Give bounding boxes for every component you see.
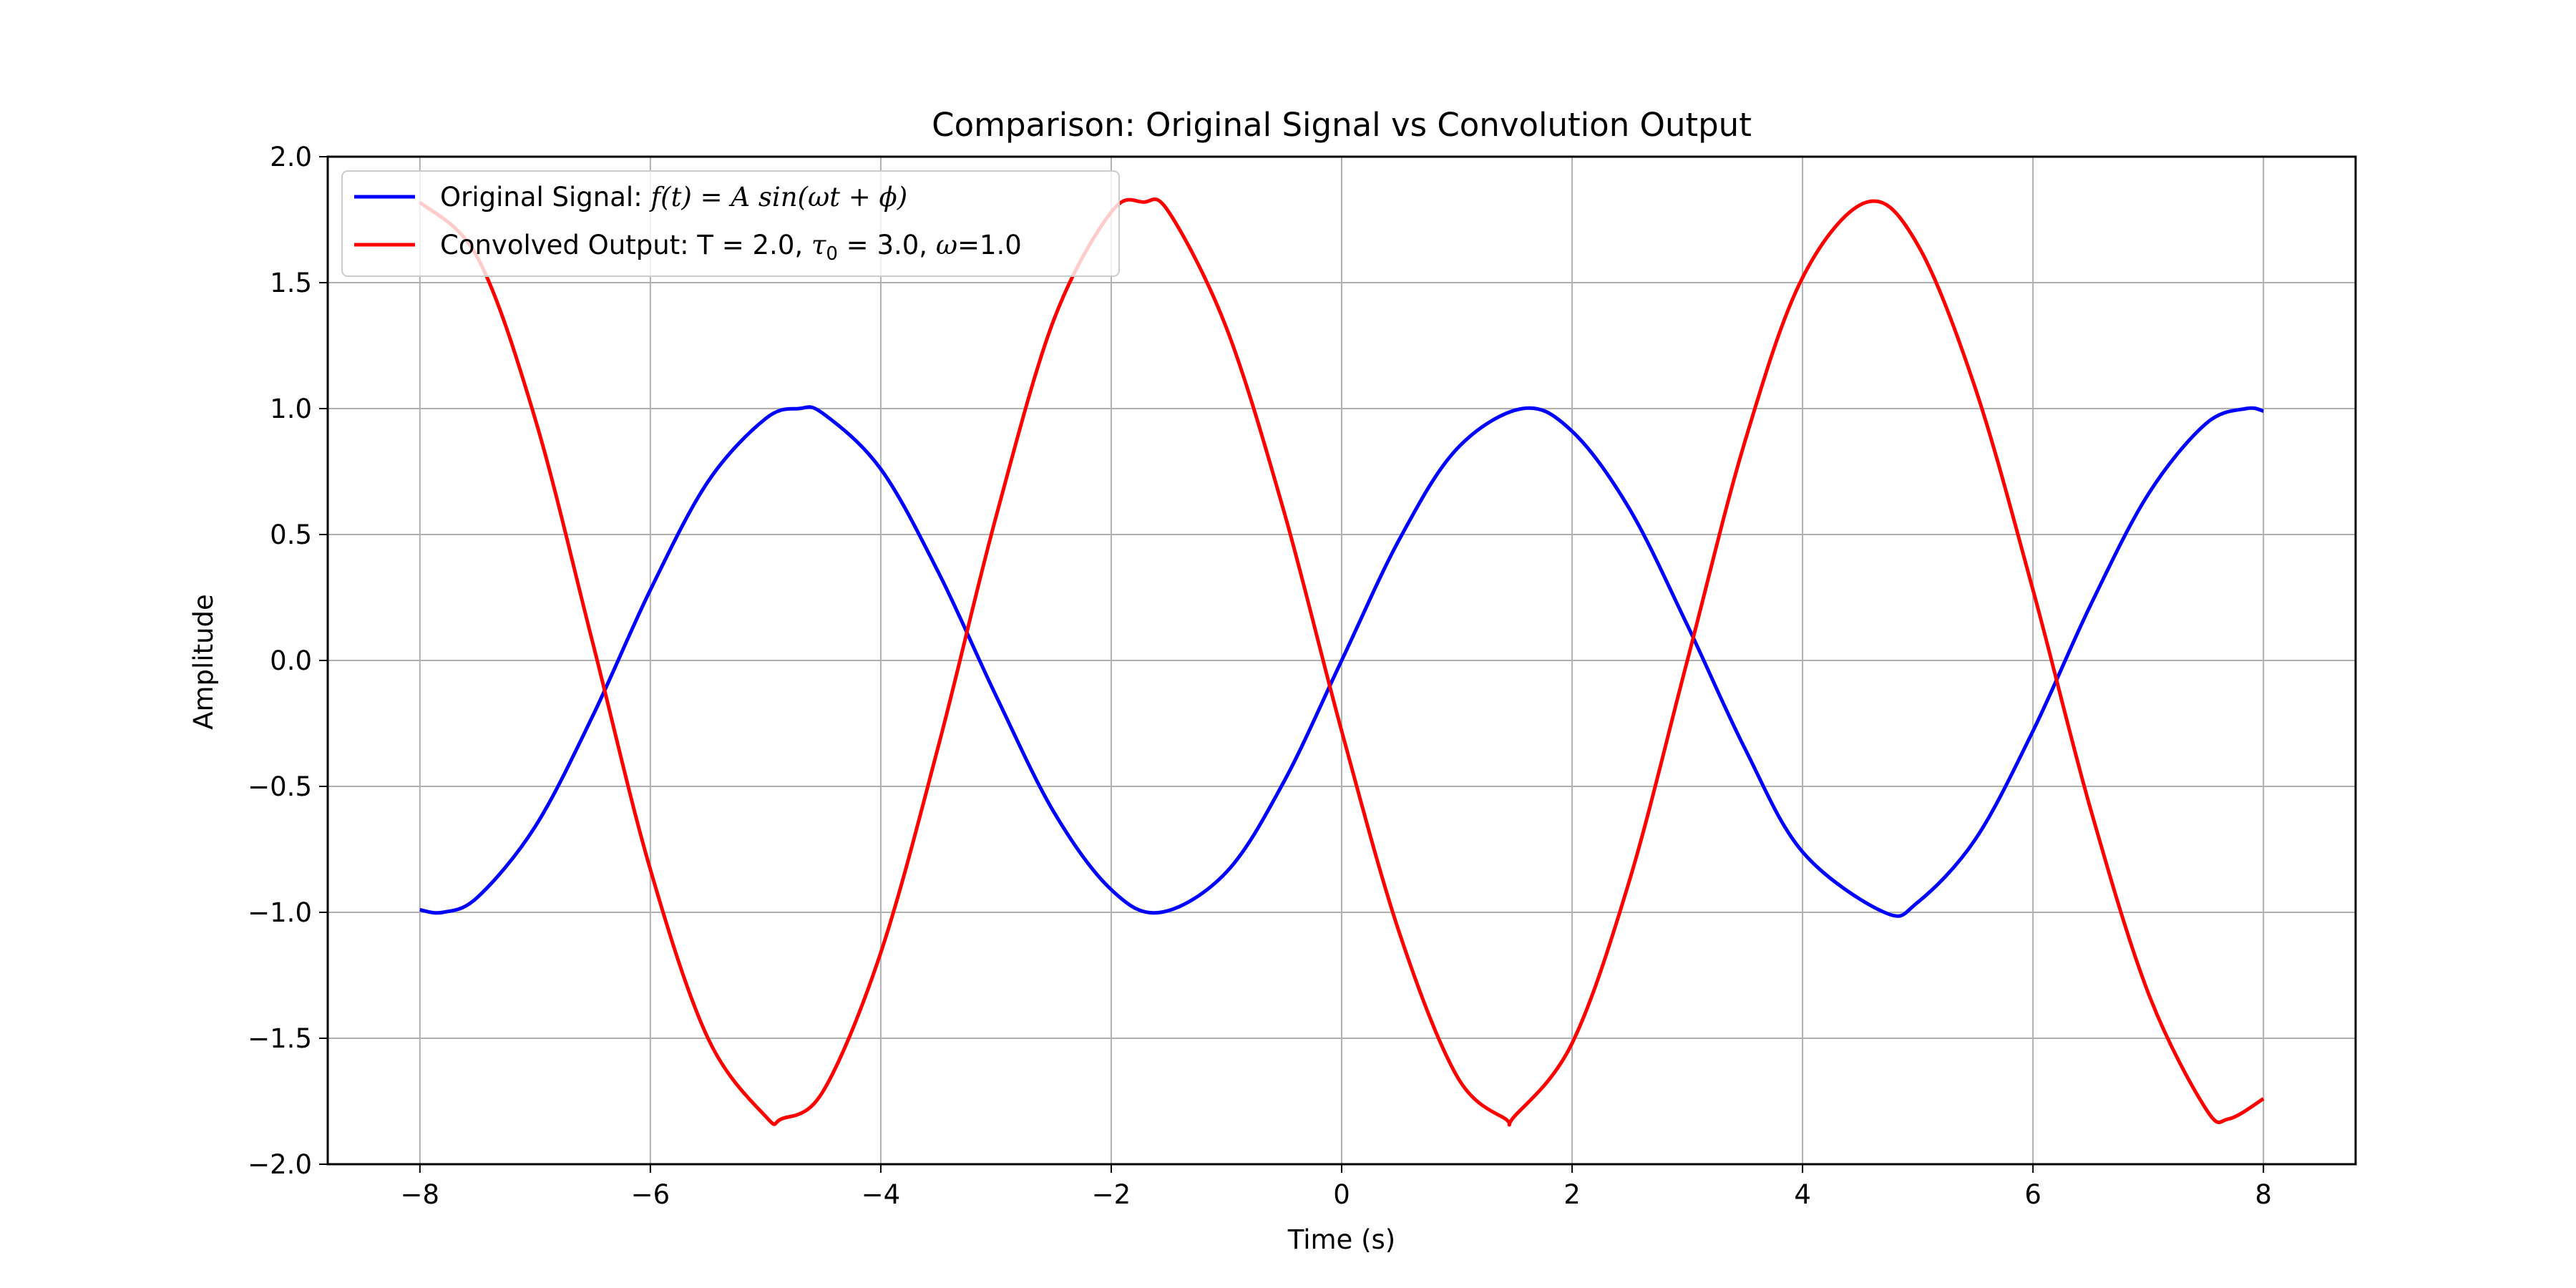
legend-tau-subscript: 0 bbox=[826, 243, 838, 265]
x-tick-label: −2 bbox=[1092, 1179, 1131, 1210]
y-tick-label: −2.0 bbox=[248, 1149, 312, 1180]
axis-ticks: −8 −6 −4 −2 0 2 4 6 8 2.0 1.5 1.0 0.5 0.0 −0.5 −1.0 −1.5… bbox=[248, 142, 2272, 1210]
legend-box bbox=[341, 170, 1120, 277]
legend-convolved-prefix: Convolved Output: T = 2.0, bbox=[440, 230, 811, 260]
x-tick-label: 2 bbox=[1563, 1179, 1581, 1210]
y-tick-label: −1.0 bbox=[248, 897, 312, 928]
y-axis-label: Amplitude bbox=[188, 594, 219, 730]
x-tick-label: 8 bbox=[2255, 1179, 2272, 1210]
legend-label-original: Original Signal: f(t) = A sin(ωt + ϕ) bbox=[440, 182, 907, 213]
legend-label-convolved: Convolved Output: T = 2.0, τ0 = 3.0, ω=1… bbox=[440, 230, 1022, 265]
series-layer bbox=[419, 197, 2265, 1127]
y-tick-label: 2.0 bbox=[270, 142, 312, 172]
series-original-signal bbox=[419, 405, 2264, 918]
x-tick-label: 6 bbox=[2024, 1179, 2041, 1210]
x-tick-label: −8 bbox=[401, 1179, 440, 1210]
legend-original-prefix: Original Signal: bbox=[440, 182, 650, 213]
y-tick-label: −0.5 bbox=[248, 771, 312, 802]
legend-convolved-suffix: =1.0 bbox=[957, 230, 1022, 260]
y-tick-label: 0.0 bbox=[270, 645, 312, 676]
x-tick-label: 4 bbox=[1794, 1179, 1811, 1210]
y-tick-label: 1.0 bbox=[270, 394, 312, 424]
chart-title: Comparison: Original Signal vs Convoluti… bbox=[932, 106, 1752, 144]
x-axis-label: Time (s) bbox=[1287, 1224, 1395, 1255]
y-tick-label: 1.5 bbox=[270, 268, 312, 298]
legend: Original Signal: f(t) = A sin(ωt + ϕ) Co… bbox=[341, 170, 1120, 277]
legend-tau-symbol: τ bbox=[811, 230, 826, 260]
series-convolved-output bbox=[419, 197, 2265, 1127]
legend-omega-symbol: ω bbox=[936, 230, 957, 260]
x-tick-label: −4 bbox=[862, 1179, 901, 1210]
legend-convolved-mid: = 3.0, bbox=[838, 230, 936, 260]
x-tick-label: −6 bbox=[631, 1179, 670, 1210]
legend-original-formula: f(t) = A sin(ωt + ϕ) bbox=[648, 182, 907, 213]
y-tick-label: 0.5 bbox=[270, 519, 312, 550]
x-tick-label: 0 bbox=[1333, 1179, 1350, 1210]
y-tick-label: −1.5 bbox=[248, 1023, 312, 1054]
